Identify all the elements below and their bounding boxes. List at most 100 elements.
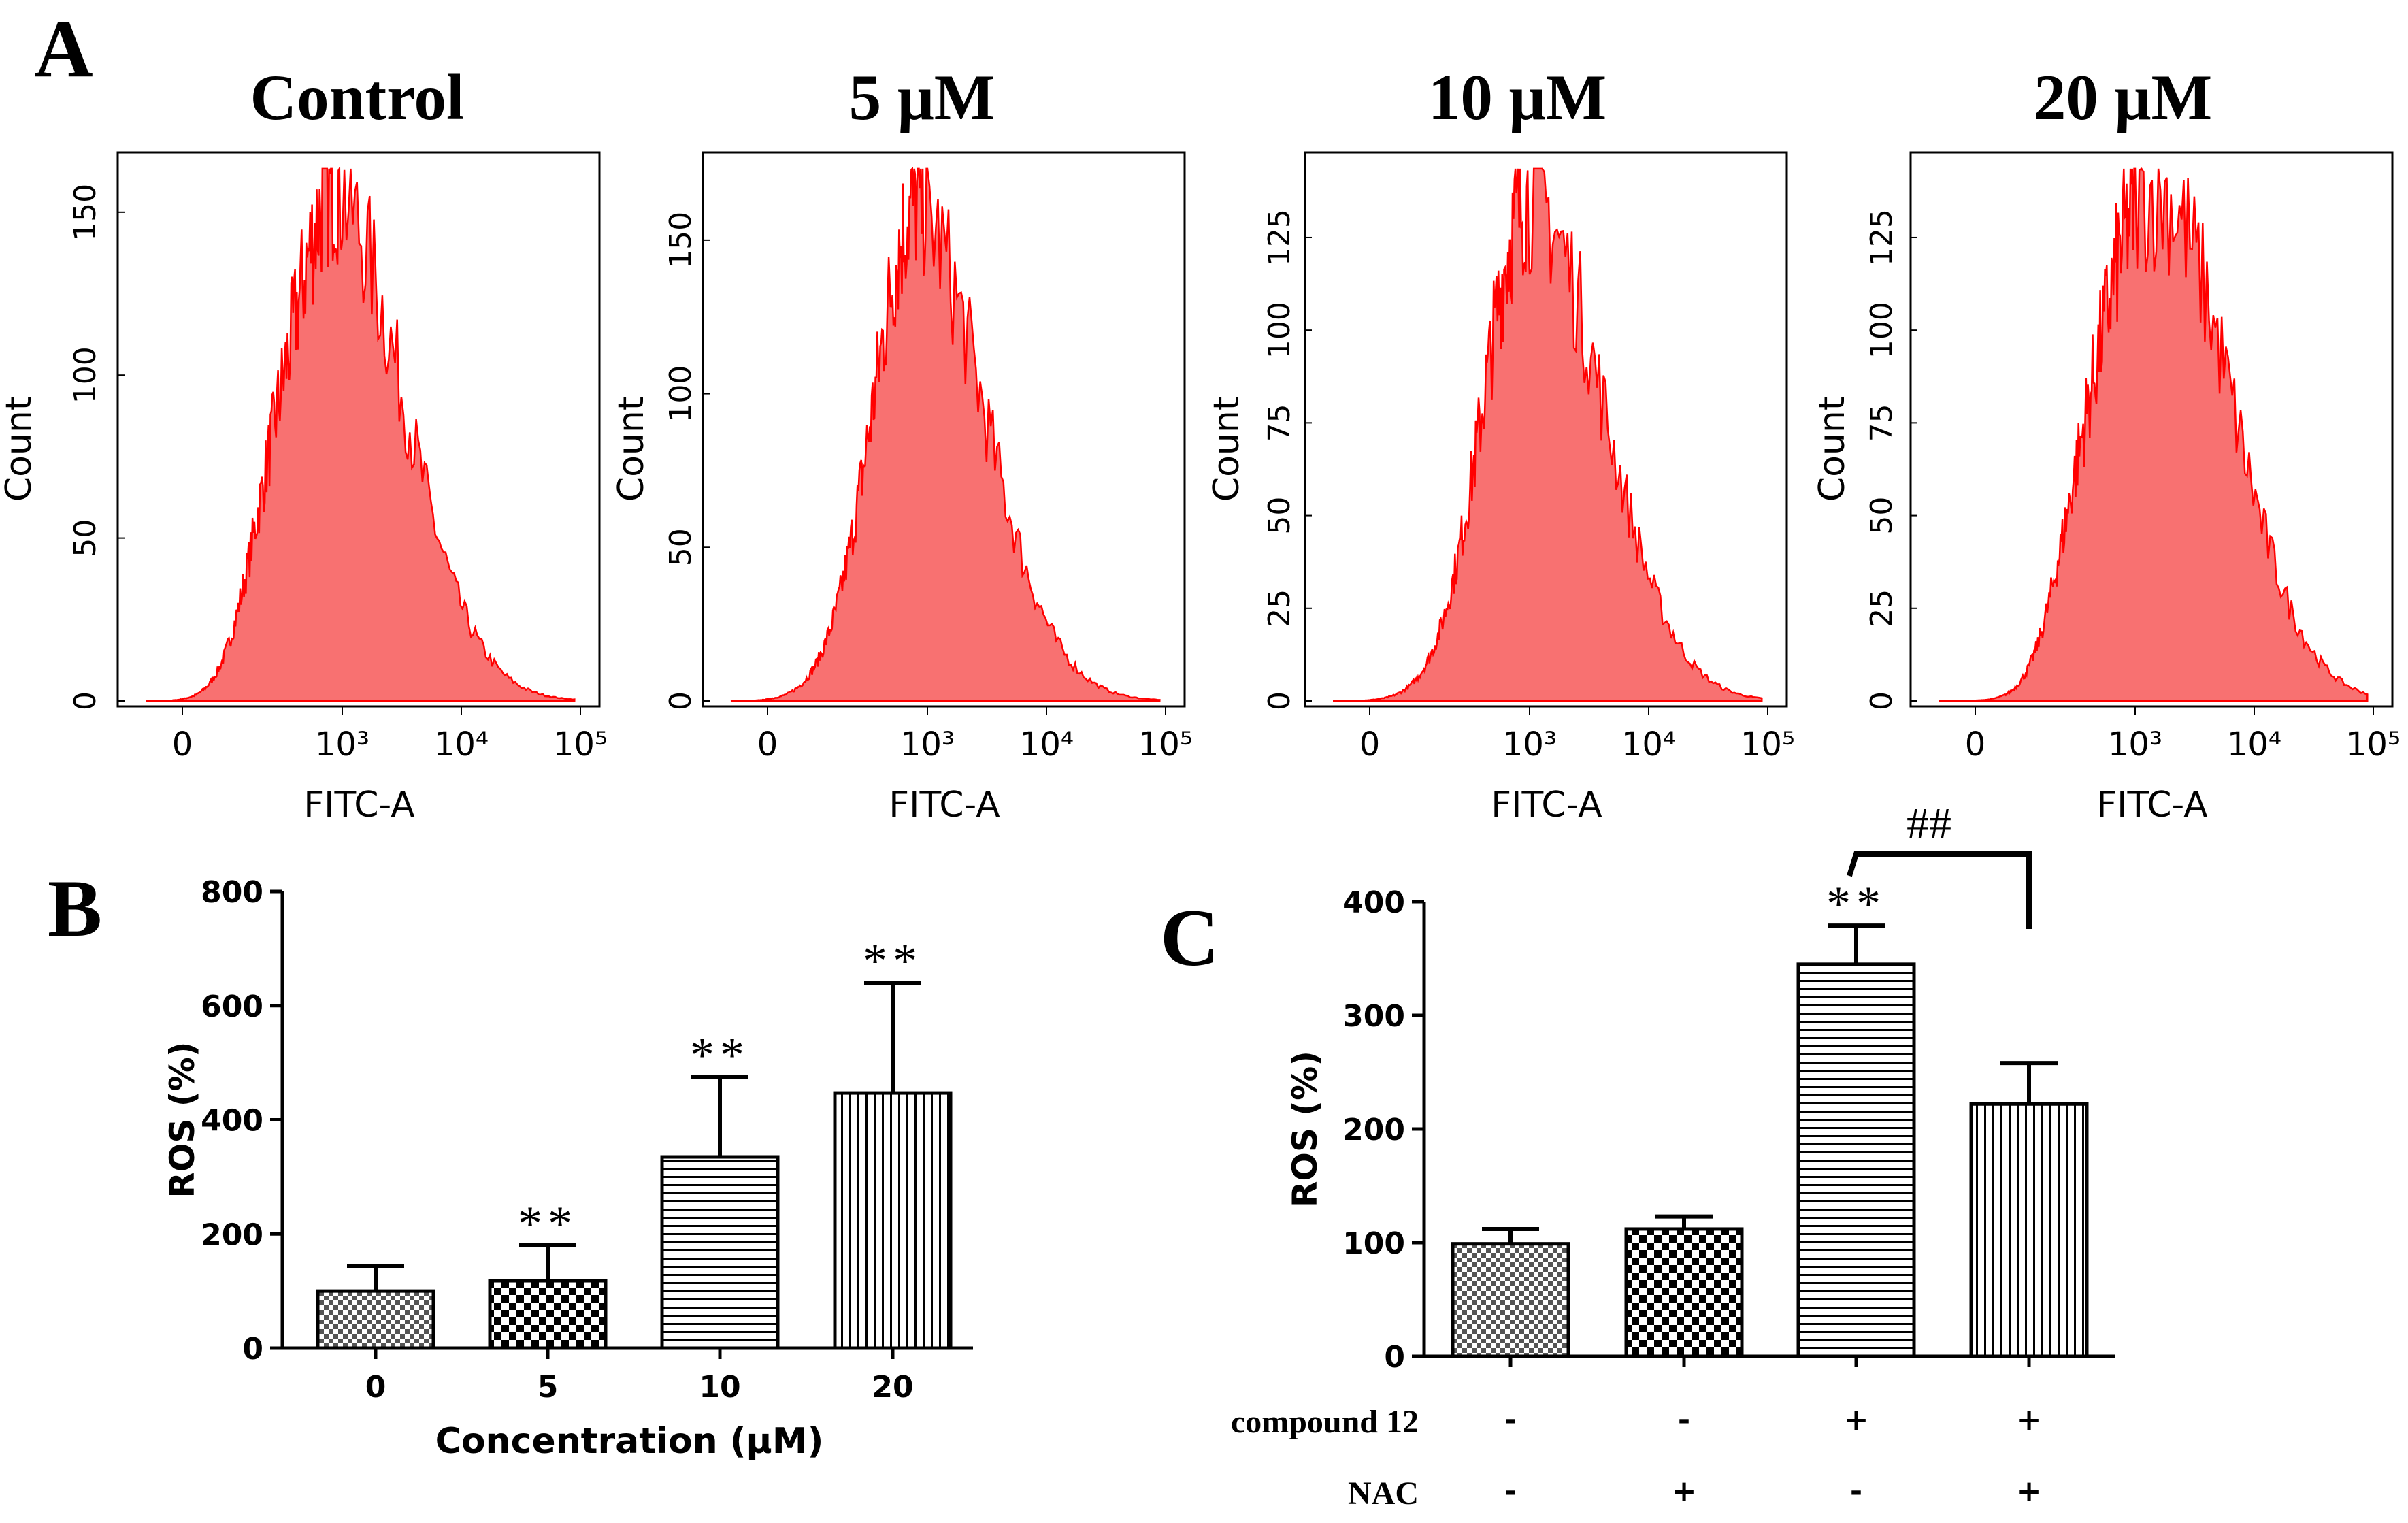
treatment-sign: +: [2017, 1403, 2042, 1437]
treatment-sign: -: [1850, 1474, 1862, 1509]
bar-0: [316, 1289, 435, 1350]
histogram-frame: [116, 151, 601, 708]
y-tick-label: 100: [1262, 301, 1297, 359]
x-tick-label: 10⁵: [1741, 725, 1795, 764]
bar-2: [660, 1155, 780, 1350]
treatment-sign: -: [1678, 1403, 1690, 1437]
significance-marker: **: [863, 934, 923, 988]
histogram-title: 20 μM: [2034, 61, 2212, 133]
y-tick-label: 300: [1342, 999, 1405, 1034]
flow-cytometry-histograms: Control 0 10³ 10⁴ 10⁵ FITC-A 0 50 100 150 Count 5 μ…: [0, 61, 2401, 825]
y-tick-label: 150: [68, 184, 103, 241]
x-tick-label: 0: [1359, 725, 1381, 764]
y-tick-label: 125: [1262, 209, 1297, 266]
x-axis-label: FITC-A: [889, 785, 1000, 825]
y-tick-label: 0: [1384, 1340, 1405, 1375]
histogram-panel-3: 20 μM 0 10³ 10⁴ 10⁵ FITC-A 0 25 50 75 100 125 Count: [1812, 61, 2401, 825]
bar-2: [1796, 962, 1916, 1358]
x-axis-label: FITC-A: [303, 785, 415, 825]
y-tick-label: 0: [663, 691, 698, 710]
y-tick-label: 50: [1262, 497, 1297, 535]
y-axis-label: Count: [611, 397, 652, 502]
x-tick-label: 5: [538, 1370, 559, 1405]
x-axis-label: Concentration (μM): [435, 1421, 824, 1462]
histogram-area: [1939, 167, 2369, 702]
y-tick-label: 200: [201, 1217, 263, 1252]
x-tick-label: 10: [699, 1370, 740, 1405]
x-tick-label: 0: [172, 725, 193, 764]
x-tick-label: 0: [757, 725, 778, 764]
y-axis-label: Count: [1812, 397, 1853, 502]
y-tick-label: 0: [68, 691, 103, 710]
y-tick-label: 50: [1864, 497, 1899, 535]
comparison-label: ##: [1907, 799, 1951, 849]
histogram-area: [146, 165, 576, 702]
histogram-area: [1333, 167, 1763, 702]
y-tick-label: 0: [1262, 691, 1297, 710]
bar-chart-c: 0 100 200 300 400 ROS (%) ** ## compound 12 - - + + N…: [1231, 799, 2115, 1511]
histogram-frame: [1909, 151, 2394, 708]
x-tick-label: 10³: [2108, 725, 2162, 764]
x-tick-label: 10⁵: [553, 725, 608, 764]
y-tick-label: 150: [663, 212, 698, 269]
treatment-sign: -: [1504, 1403, 1517, 1437]
treatment-sign: +: [2017, 1474, 2042, 1509]
treatment-row-label: NAC: [1348, 1475, 1419, 1511]
x-axis-label: FITC-A: [1491, 785, 1602, 825]
y-tick-label: 25: [1262, 589, 1297, 627]
significance-marker: **: [518, 1196, 578, 1251]
panel-c-label: C: [1160, 892, 1219, 983]
bar-3: [1969, 1102, 2089, 1358]
y-axis-label: Count: [0, 397, 39, 502]
y-axis-label: ROS (%): [163, 1041, 202, 1198]
panel-b-label: B: [48, 863, 102, 953]
bar-1: [1624, 1227, 1744, 1358]
histogram-title: Control: [250, 61, 465, 133]
y-tick-label: 800: [201, 875, 263, 910]
x-tick-label: 10⁴: [1019, 725, 1074, 764]
bar-0: [1451, 1242, 1570, 1358]
significance-marker: **: [690, 1028, 750, 1083]
panel-a-label: A: [34, 3, 93, 94]
histogram-area: [730, 167, 1161, 702]
y-tick-label: 200: [1342, 1113, 1405, 1147]
histogram-title: 5 μM: [849, 61, 995, 133]
y-tick-label: 100: [1864, 301, 1899, 359]
x-tick-label: 10³: [315, 725, 369, 764]
x-tick-label: 0: [1965, 725, 1986, 764]
x-tick-label: 20: [872, 1370, 913, 1405]
x-tick-label: 10⁵: [2346, 725, 2401, 764]
x-tick-label: 10³: [900, 725, 955, 764]
histogram-title: 10 μM: [1428, 61, 1606, 133]
x-tick-label: 10⁴: [2227, 725, 2281, 764]
histogram-frame: [702, 151, 1186, 708]
y-tick-label: 100: [1342, 1226, 1405, 1261]
y-tick-label: 0: [1864, 691, 1899, 710]
y-tick-label: 75: [1864, 404, 1899, 442]
histogram-panel-2: 10 μM 0 10³ 10⁴ 10⁵ FITC-A 0 25 50 75 100 125 Count: [1206, 61, 1795, 825]
x-tick-label: 10³: [1502, 725, 1557, 764]
treatment-sign: +: [1672, 1474, 1697, 1509]
y-axis-label: ROS (%): [1285, 1051, 1325, 1207]
bar-1: [488, 1279, 608, 1350]
y-tick-label: 25: [1864, 589, 1899, 627]
y-tick-label: 600: [201, 989, 263, 1024]
x-tick-label: 10⁴: [434, 725, 489, 764]
treatment-sign: +: [1844, 1403, 1869, 1437]
bar-3: [833, 1091, 953, 1350]
comparison-bracket: [1847, 851, 2032, 929]
histogram-panel-0: Control 0 10³ 10⁴ 10⁵ FITC-A 0 50 100 150 Count: [0, 61, 608, 825]
y-tick-label: 100: [663, 365, 698, 423]
y-tick-label: 50: [663, 528, 698, 566]
x-axis-label: FITC-A: [2096, 785, 2208, 825]
y-axis-label: Count: [1206, 397, 1247, 502]
histogram-frame: [1304, 151, 1788, 708]
y-tick-label: 0: [242, 1332, 263, 1366]
treatment-row-label: compound 12: [1231, 1404, 1419, 1440]
x-tick-label: 10⁵: [1138, 725, 1193, 764]
x-tick-label: 0: [365, 1370, 386, 1405]
treatment-sign: -: [1504, 1474, 1517, 1509]
y-tick-label: 50: [68, 519, 103, 557]
significance-marker: **: [1826, 877, 1886, 931]
